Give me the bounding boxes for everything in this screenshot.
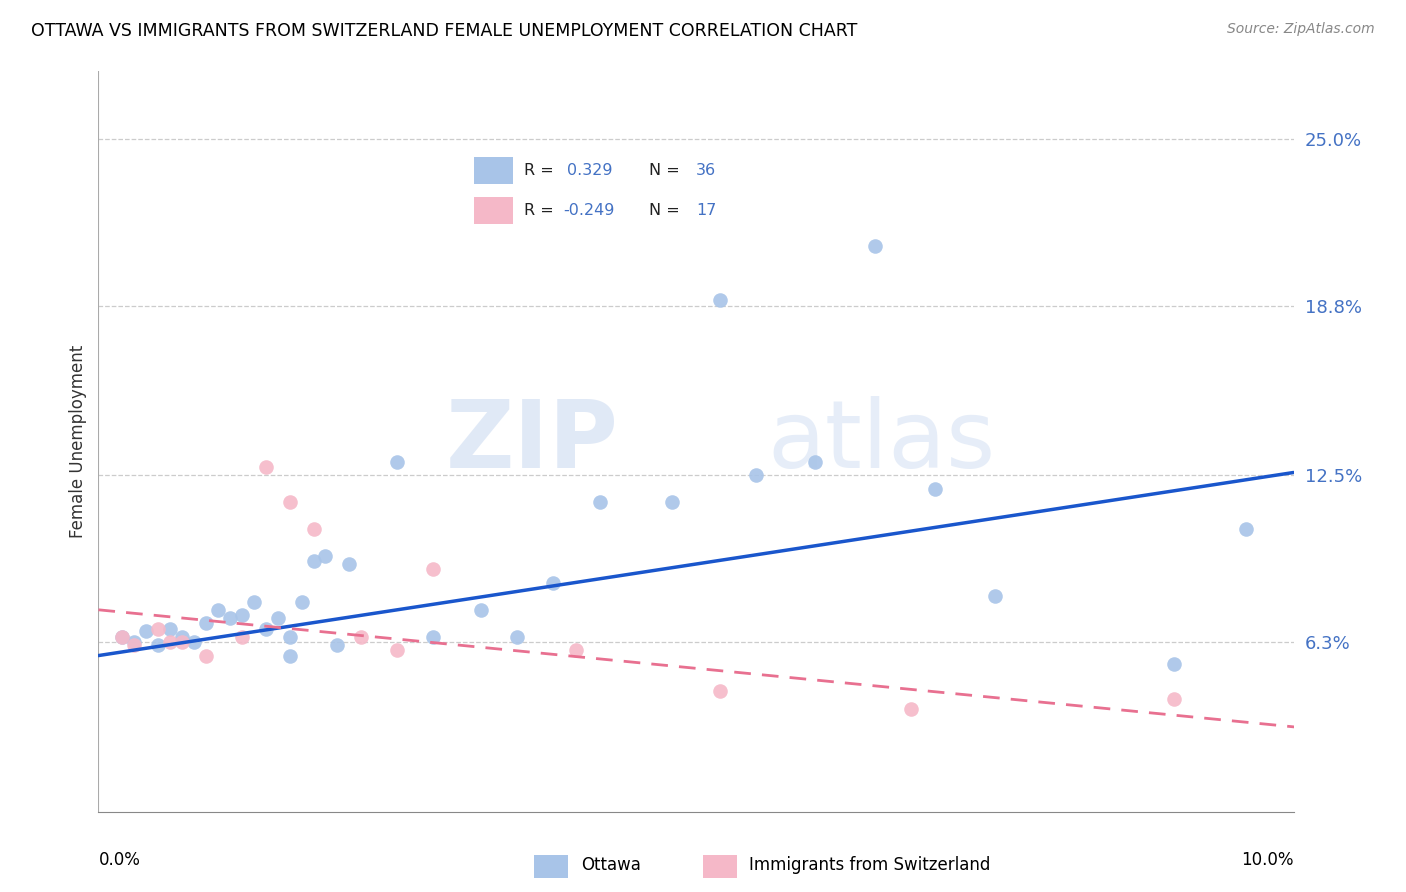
Point — [924, 482, 946, 496]
Point — [506, 630, 529, 644]
Point — [1234, 522, 1257, 536]
Point — [148, 622, 170, 636]
Point — [422, 630, 444, 644]
Point — [470, 603, 492, 617]
Point — [243, 595, 266, 609]
Point — [111, 630, 134, 644]
Point — [231, 630, 253, 644]
Text: atlas: atlas — [768, 395, 995, 488]
Point — [135, 624, 157, 639]
Point — [207, 603, 229, 617]
Point — [422, 562, 444, 576]
Point — [1163, 691, 1185, 706]
Point — [1163, 657, 1185, 671]
Point — [709, 683, 731, 698]
Point — [172, 635, 194, 649]
Point — [589, 495, 612, 509]
Point — [865, 239, 887, 253]
Point — [278, 630, 301, 644]
Point — [291, 595, 314, 609]
Point — [302, 522, 325, 536]
Point — [709, 293, 731, 308]
Point — [339, 557, 361, 571]
Point — [254, 622, 277, 636]
Point — [172, 630, 194, 644]
FancyBboxPatch shape — [534, 855, 568, 878]
Point — [231, 608, 253, 623]
Point — [900, 702, 922, 716]
Point — [804, 455, 827, 469]
Point — [661, 495, 683, 509]
Point — [984, 590, 1007, 604]
Point — [111, 630, 134, 644]
Point — [124, 635, 146, 649]
Point — [148, 638, 170, 652]
Point — [254, 460, 277, 475]
Point — [278, 648, 301, 663]
Y-axis label: Female Unemployment: Female Unemployment — [69, 345, 87, 538]
Point — [326, 638, 349, 652]
FancyBboxPatch shape — [703, 855, 737, 878]
Point — [183, 635, 205, 649]
Text: ZIP: ZIP — [446, 395, 619, 488]
Point — [385, 455, 409, 469]
Point — [267, 611, 290, 625]
Text: Ottawa: Ottawa — [581, 856, 641, 874]
Point — [219, 611, 242, 625]
Point — [565, 643, 588, 657]
Point — [195, 616, 218, 631]
Text: 10.0%: 10.0% — [1241, 851, 1294, 869]
Text: Immigrants from Switzerland: Immigrants from Switzerland — [749, 856, 991, 874]
Point — [350, 630, 373, 644]
Point — [302, 554, 325, 568]
Text: OTTAWA VS IMMIGRANTS FROM SWITZERLAND FEMALE UNEMPLOYMENT CORRELATION CHART: OTTAWA VS IMMIGRANTS FROM SWITZERLAND FE… — [31, 22, 858, 40]
Point — [124, 638, 146, 652]
Text: 0.0%: 0.0% — [98, 851, 141, 869]
Point — [385, 643, 409, 657]
Point — [745, 468, 768, 483]
Point — [159, 635, 181, 649]
Point — [159, 622, 181, 636]
Point — [315, 549, 337, 563]
Point — [278, 495, 301, 509]
Text: Source: ZipAtlas.com: Source: ZipAtlas.com — [1227, 22, 1375, 37]
Point — [541, 575, 564, 590]
Point — [195, 648, 218, 663]
